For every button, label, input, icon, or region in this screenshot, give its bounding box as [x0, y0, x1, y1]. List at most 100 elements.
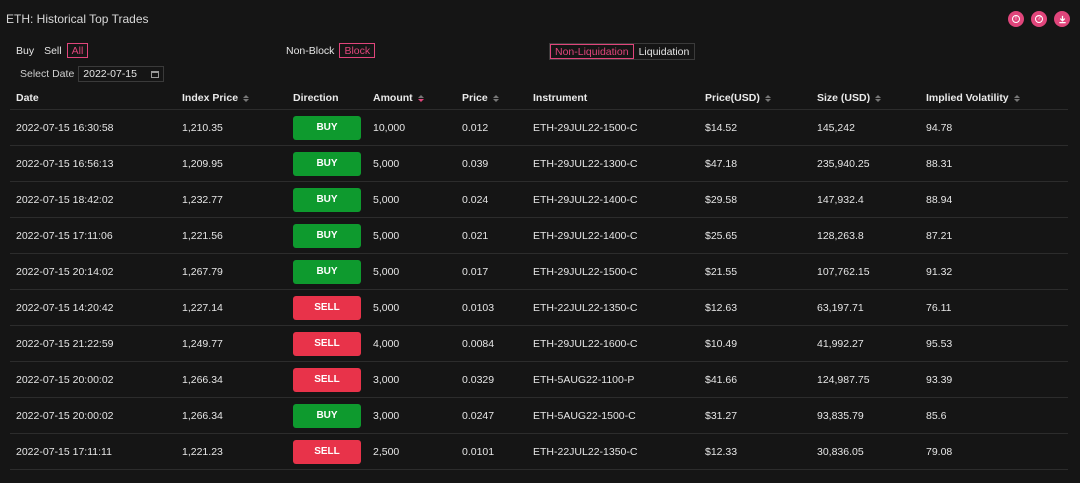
- table-row[interactable]: 2022-07-15 20:00:02 1,266.34 SELL 3,000 0.03…: [10, 361, 1068, 398]
- table-cell: 2022-07-15 20:00:02: [10, 361, 176, 398]
- block-option-non-block[interactable]: Non-Block: [286, 45, 335, 57]
- table-cell: 4,000: [367, 325, 456, 362]
- column-header[interactable]: Price: [456, 87, 527, 110]
- column-header: Instrument: [527, 87, 699, 110]
- table-cell: 2022-07-15 21:22:59: [10, 325, 176, 362]
- sort-icon[interactable]: [764, 94, 771, 102]
- table-cell: 41,992.27: [811, 325, 920, 362]
- table-cell: 76.11: [920, 289, 1068, 326]
- direction-cell: BUY: [287, 217, 367, 254]
- liquidation-filter: Non-Liquidation Liquidation: [549, 43, 696, 60]
- table-cell: 10,000: [367, 109, 456, 146]
- column-header[interactable]: Size (USD): [811, 87, 920, 110]
- table-cell: 63,197.71: [811, 289, 920, 326]
- table-cell: 95.53: [920, 325, 1068, 362]
- table-cell: 1,249.77: [176, 325, 287, 362]
- table-row[interactable]: 2022-07-15 17:11:06 1,221.56 BUY 5,000 0.021…: [10, 217, 1068, 254]
- sort-icon[interactable]: [417, 94, 424, 102]
- table-cell: ETH-5AUG22-1100-P: [527, 361, 699, 398]
- liquidation-option-liquidation[interactable]: Liquidation: [638, 46, 690, 58]
- table-row[interactable]: 2022-07-15 20:00:02 1,266.34 BUY 3,000 0.024…: [10, 397, 1068, 434]
- side-filter: Buy Sell All: [11, 43, 89, 58]
- table-cell: 1,210.35: [176, 109, 287, 146]
- table-header: Date Index Price Direction Amount Price Instr…: [10, 87, 1068, 110]
- table-cell: 1,221.56: [176, 217, 287, 254]
- sort-icon[interactable]: [243, 94, 250, 102]
- column-header[interactable]: Amount: [367, 87, 456, 110]
- table-cell: ETH-29JUL22-1500-C: [527, 253, 699, 290]
- table-cell: 235,940.25: [811, 145, 920, 182]
- table-cell: 107,762.15: [811, 253, 920, 290]
- column-header[interactable]: Implied Volatility: [920, 87, 1068, 110]
- column-header-label: Price: [462, 92, 488, 104]
- block-option-block[interactable]: Block: [339, 43, 376, 58]
- table-cell: 3,000: [367, 397, 456, 434]
- table-cell: $12.33: [699, 433, 811, 470]
- table-cell: 85.6: [920, 397, 1068, 434]
- table-cell: $47.18: [699, 145, 811, 182]
- table-cell: 1,209.95: [176, 145, 287, 182]
- table-cell: $21.55: [699, 253, 811, 290]
- table-cell: 0.0329: [456, 361, 527, 398]
- liquidation-option-non-liquidation[interactable]: Non-Liquidation: [550, 44, 634, 59]
- sort-icon[interactable]: [875, 94, 882, 102]
- sort-icon[interactable]: [1013, 94, 1020, 102]
- table-cell: ETH-29JUL22-1300-C: [527, 145, 699, 182]
- page-title: ETH: Historical Top Trades: [6, 12, 149, 26]
- date-input[interactable]: 2022-07-15: [78, 66, 165, 82]
- buy-badge: BUY: [293, 403, 361, 428]
- table-row[interactable]: 2022-07-15 20:14:02 1,267.79 BUY 5,000 0.017…: [10, 253, 1068, 290]
- direction-cell: BUY: [287, 145, 367, 182]
- table-cell: 2,500: [367, 433, 456, 470]
- side-option-buy[interactable]: Buy: [16, 45, 35, 57]
- table-cell: 2022-07-15 20:14:02: [10, 253, 176, 290]
- table-cell: 2022-07-15 17:11:06: [10, 217, 176, 254]
- table-cell: ETH-22JUL22-1350-C: [527, 289, 699, 326]
- table-cell: 0.0084: [456, 325, 527, 362]
- table-cell: $41.66: [699, 361, 811, 398]
- table-row[interactable]: 2022-07-15 16:56:13 1,209.95 BUY 5,000 0.039…: [10, 145, 1068, 182]
- table-cell: ETH-29JUL22-1600-C: [527, 325, 699, 362]
- table-cell: 1,266.34: [176, 361, 287, 398]
- column-header-label: Size (USD): [817, 92, 871, 104]
- direction-cell: BUY: [287, 181, 367, 218]
- calendar-icon: [151, 70, 160, 78]
- buy-badge: BUY: [293, 115, 361, 140]
- table-cell: 3,000: [367, 361, 456, 398]
- block-filter: Non-Block Block: [281, 43, 376, 58]
- buy-badge: BUY: [293, 223, 361, 248]
- column-header-label: Instrument: [533, 92, 588, 104]
- table-cell: $25.65: [699, 217, 811, 254]
- table-cell: $10.49: [699, 325, 811, 362]
- side-option-all[interactable]: All: [66, 43, 89, 58]
- trades-table: Date Index Price Direction Amount Price Instr…: [10, 87, 1068, 470]
- table-row[interactable]: 2022-07-15 21:22:59 1,249.77 SELL 4,000 0.00…: [10, 325, 1068, 362]
- table-cell: 5,000: [367, 145, 456, 182]
- table-cell: 0.024: [456, 181, 527, 218]
- table-cell: 2022-07-15 20:00:02: [10, 397, 176, 434]
- table-row[interactable]: 2022-07-15 16:30:58 1,210.35 BUY 10,000 0.01…: [10, 109, 1068, 146]
- table-cell: $14.52: [699, 109, 811, 146]
- column-header[interactable]: Price(USD): [699, 87, 811, 110]
- download-icon[interactable]: [1054, 11, 1070, 27]
- table-cell: 0.012: [456, 109, 527, 146]
- buy-badge: BUY: [293, 259, 361, 284]
- column-header-label: Price(USD): [705, 92, 760, 104]
- help-icon[interactable]: ?: [1031, 11, 1047, 27]
- table-row[interactable]: 2022-07-15 17:11:11 1,221.23 SELL 2,500 0.01…: [10, 433, 1068, 470]
- table-cell: 0.0103: [456, 289, 527, 326]
- table-cell: 5,000: [367, 289, 456, 326]
- table-row[interactable]: 2022-07-15 14:20:42 1,227.14 SELL 5,000 0.01…: [10, 289, 1068, 326]
- column-header[interactable]: Index Price: [176, 87, 287, 110]
- table-cell: 2022-07-15 16:56:13: [10, 145, 176, 182]
- direction-cell: SELL: [287, 433, 367, 470]
- table-cell: 147,932.4: [811, 181, 920, 218]
- info-icon[interactable]: !: [1008, 11, 1024, 27]
- table-cell: 5,000: [367, 181, 456, 218]
- table-row[interactable]: 2022-07-15 18:42:02 1,232.77 BUY 5,000 0.024…: [10, 181, 1068, 218]
- table-cell: 88.31: [920, 145, 1068, 182]
- sort-icon[interactable]: [492, 94, 499, 102]
- table-cell: $29.58: [699, 181, 811, 218]
- buy-badge: BUY: [293, 151, 361, 176]
- side-option-sell[interactable]: Sell: [44, 45, 62, 57]
